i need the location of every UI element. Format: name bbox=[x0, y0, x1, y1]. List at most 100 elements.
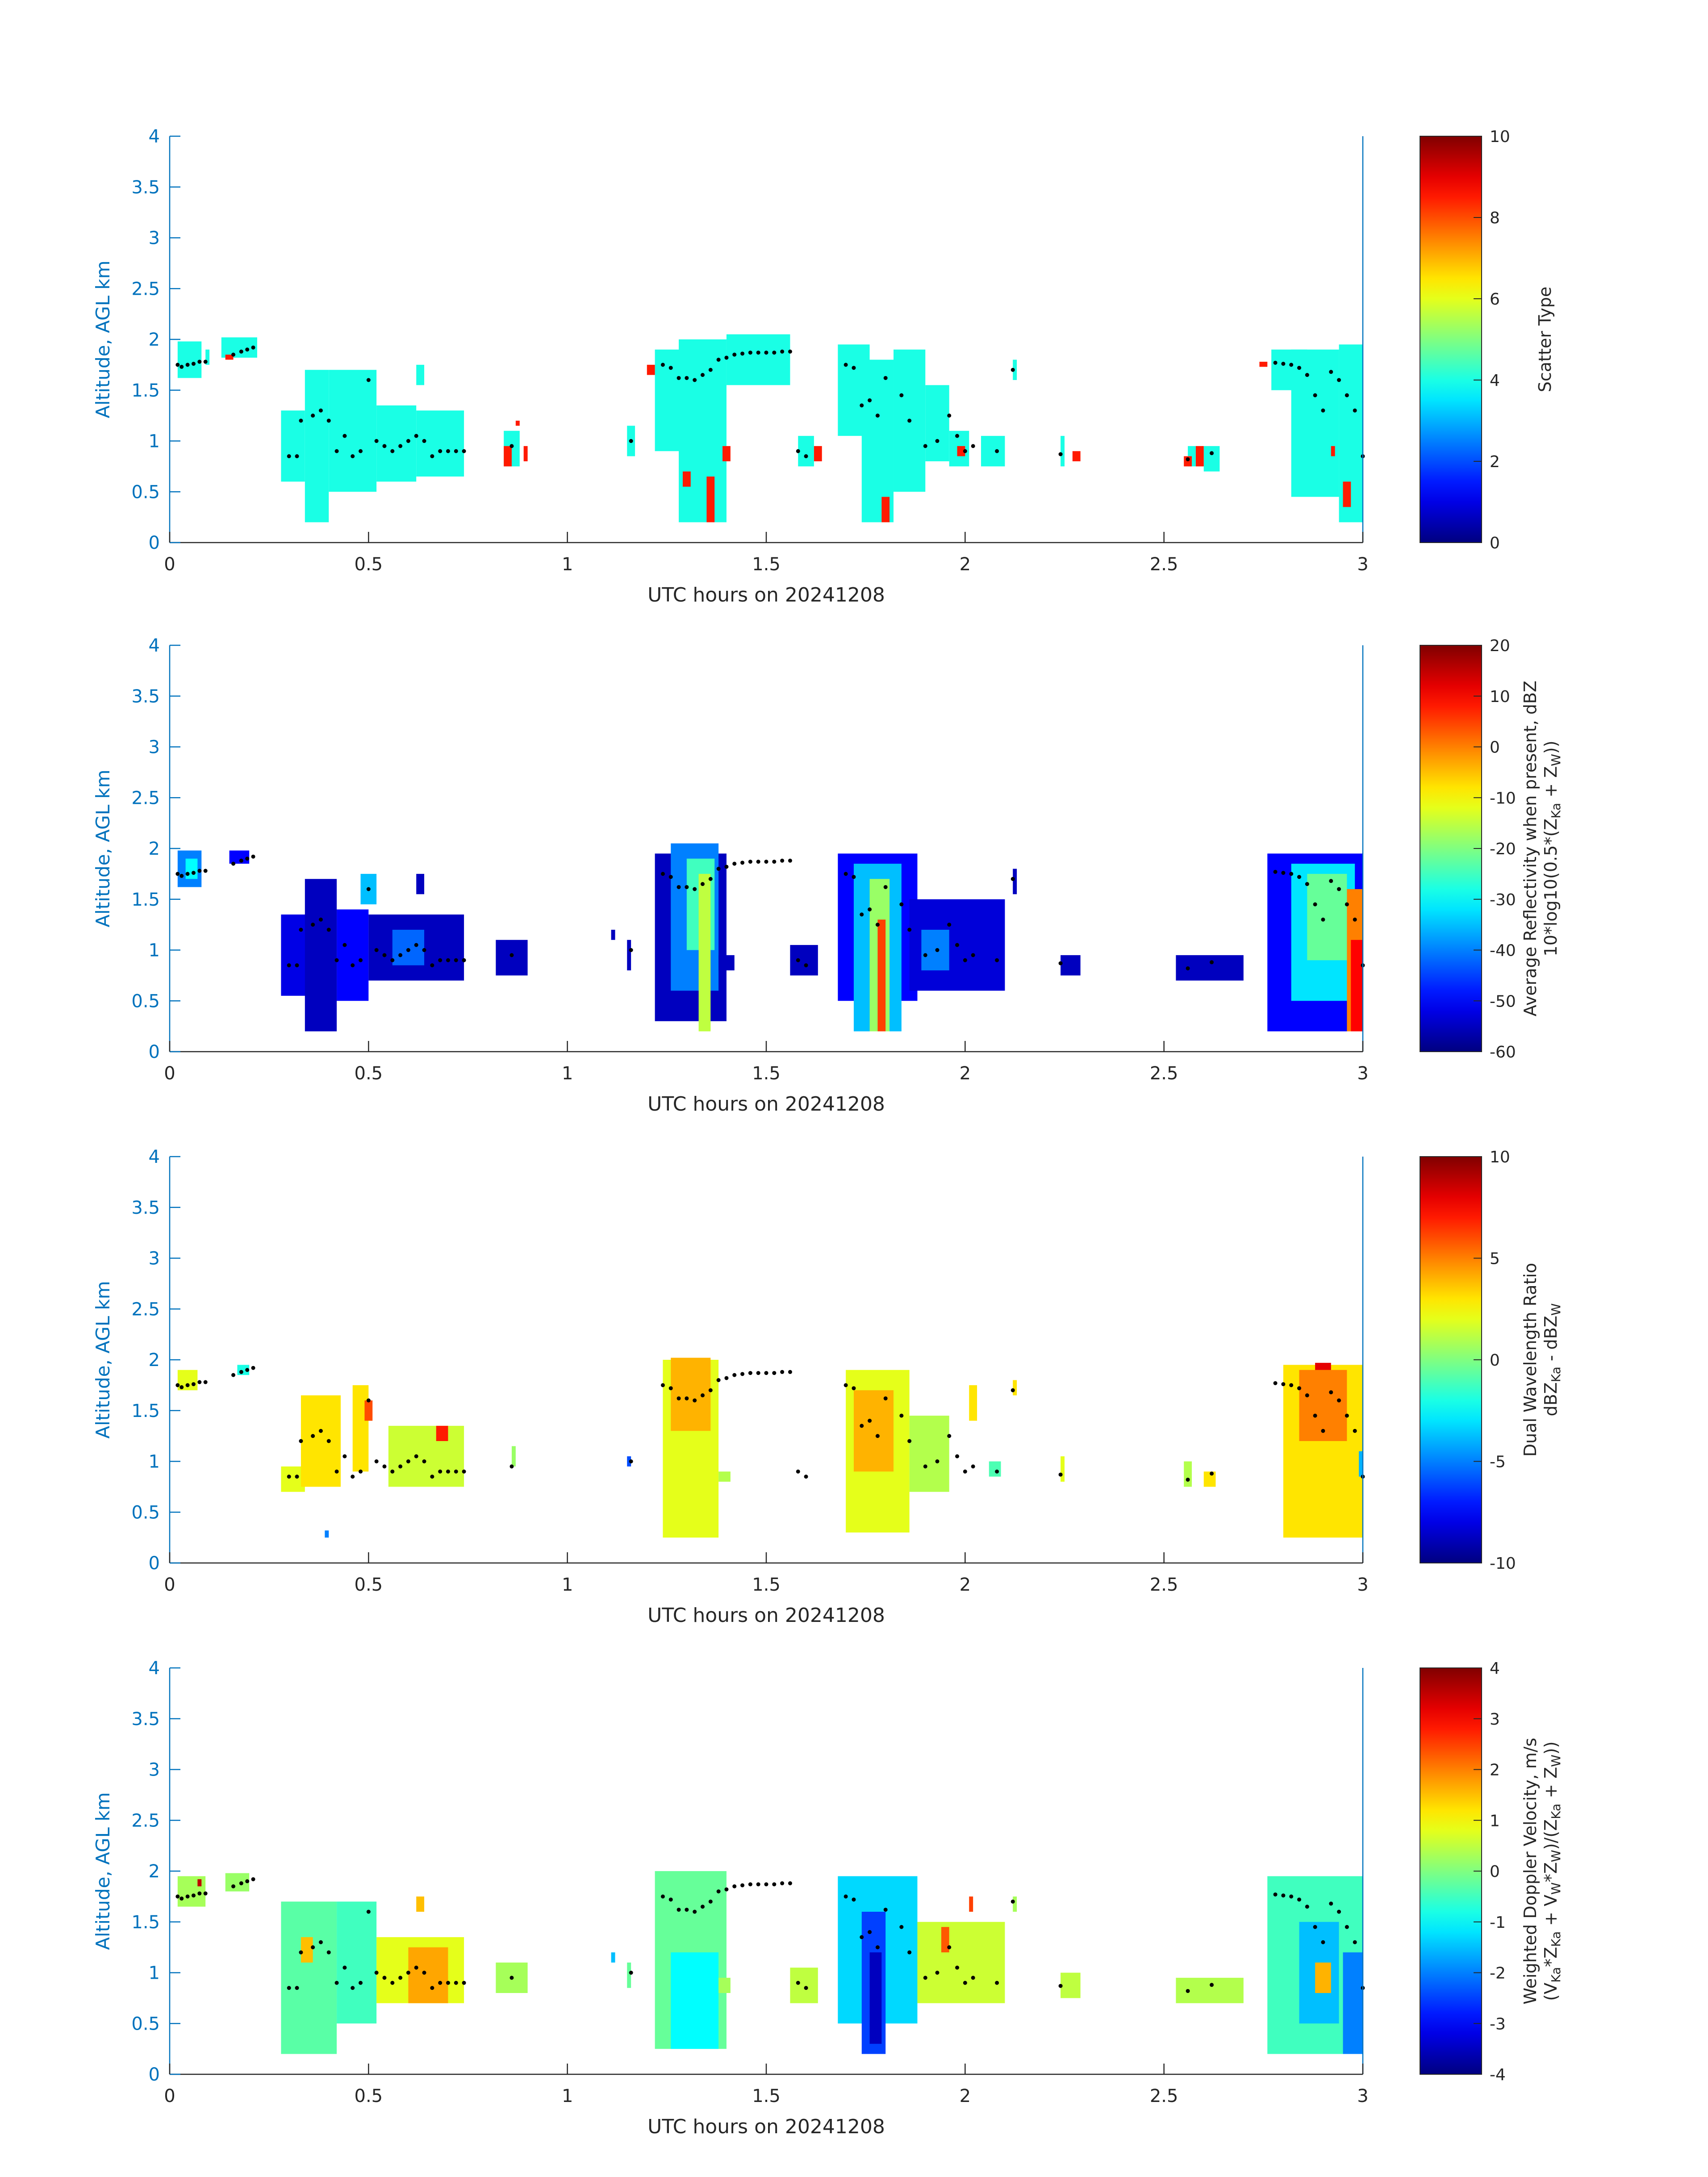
overlay-dot bbox=[438, 958, 443, 962]
overlay-dot bbox=[868, 398, 872, 402]
overlay-dot bbox=[868, 1930, 872, 1934]
y-tick-label: 1.5 bbox=[131, 1401, 160, 1421]
y-tick-label: 0 bbox=[149, 1042, 160, 1062]
overlay-dot bbox=[748, 1882, 752, 1887]
overlay-dot bbox=[1353, 408, 1357, 413]
overlay-dot bbox=[868, 907, 872, 911]
y-tick-label: 4 bbox=[149, 1147, 160, 1167]
overlay-dot bbox=[677, 885, 681, 889]
y-tick-label: 3 bbox=[149, 737, 160, 758]
overlay-dot bbox=[1353, 1429, 1357, 1433]
y-tick-label: 3 bbox=[149, 1249, 160, 1269]
overlay-dot bbox=[963, 1469, 967, 1474]
overlay-dot bbox=[971, 444, 975, 448]
colorbar-label: Dual Wavelength Ratio bbox=[1520, 1263, 1540, 1457]
colorbar bbox=[1420, 645, 1482, 1052]
overlay-dot bbox=[1353, 917, 1357, 922]
overlay-dot bbox=[382, 953, 387, 957]
overlay-dot bbox=[1321, 917, 1325, 922]
heatmap-cells bbox=[177, 334, 1363, 522]
overlay-dot bbox=[406, 1459, 410, 1463]
heatmap-cell bbox=[1343, 481, 1351, 507]
colorbar-tick-label: 5 bbox=[1490, 1250, 1500, 1268]
y-tick-label: 0 bbox=[149, 533, 160, 553]
y-axis-title: Altitude, AGL km bbox=[92, 1281, 114, 1438]
heatmap-cell bbox=[1013, 1896, 1017, 1912]
heatmap-cell bbox=[881, 497, 890, 522]
heatmap-cell bbox=[1291, 349, 1339, 497]
overlay-dot bbox=[772, 1371, 777, 1375]
overlay-dot bbox=[390, 1469, 395, 1474]
overlay-dot bbox=[299, 1950, 303, 1955]
overlay-dot bbox=[1186, 1989, 1190, 1993]
overlay-dot bbox=[629, 1971, 633, 1975]
colorbar-tick-label: -3 bbox=[1490, 2015, 1506, 2033]
overlay-dot bbox=[326, 418, 331, 423]
x-tick-label: 0.5 bbox=[355, 2086, 383, 2106]
overlay-dot bbox=[875, 923, 880, 927]
heatmap-cell bbox=[1259, 362, 1268, 367]
overlay-dot bbox=[1210, 1983, 1214, 1987]
colorbar-tick-label: -50 bbox=[1490, 992, 1516, 1011]
heatmap-cell bbox=[305, 370, 329, 522]
overlay-dot bbox=[804, 963, 808, 968]
overlay-dot bbox=[852, 366, 856, 370]
heatmap-cell bbox=[436, 1425, 448, 1441]
overlay-dot bbox=[422, 439, 426, 443]
overlay-dot bbox=[318, 1940, 323, 1944]
overlay-dot bbox=[1313, 393, 1317, 397]
overlay-dot bbox=[245, 1879, 250, 1884]
overlay-dot bbox=[1337, 1910, 1341, 1914]
overlay-dot bbox=[191, 362, 196, 366]
overlay-dot bbox=[1186, 966, 1190, 970]
heatmap-cell bbox=[416, 410, 464, 477]
heatmap-cell bbox=[1339, 344, 1363, 522]
overlay-dot bbox=[668, 1897, 673, 1902]
overlay-dot bbox=[398, 953, 403, 957]
colorbar-label: Weighted Doppler Velocity, m/s bbox=[1520, 1738, 1540, 2004]
heatmap-cell bbox=[392, 930, 425, 965]
overlay-dot bbox=[351, 1475, 355, 1479]
heatmap-cell bbox=[197, 1879, 202, 1887]
heatmap-cell bbox=[225, 1873, 250, 1892]
colorbar-tick-label: 10 bbox=[1490, 688, 1510, 706]
overlay-dot bbox=[708, 877, 713, 881]
overlay-dot bbox=[398, 1976, 403, 1980]
y-tick-label: 2 bbox=[149, 839, 160, 859]
overlay-dot bbox=[677, 1907, 681, 1912]
overlay-dot bbox=[318, 917, 323, 922]
x-tick-label: 2.5 bbox=[1150, 2086, 1178, 2106]
overlay-dot bbox=[1305, 373, 1309, 377]
overlay-dot bbox=[899, 1925, 904, 1929]
overlay-dot bbox=[1210, 960, 1214, 965]
heatmap-cell bbox=[1184, 456, 1192, 467]
heatmap-cell bbox=[416, 364, 425, 385]
heatmap-cells bbox=[177, 1871, 1363, 2054]
overlay-dot bbox=[509, 1464, 514, 1469]
y-tick-label: 3.5 bbox=[131, 177, 160, 198]
heatmap-cell bbox=[981, 436, 1005, 467]
heatmap-cells bbox=[177, 843, 1363, 1032]
y-tick-label: 3 bbox=[149, 1760, 160, 1780]
y-tick-label: 1 bbox=[149, 1963, 160, 1984]
overlay-dot bbox=[852, 1897, 856, 1902]
overlay-dot bbox=[462, 449, 466, 453]
x-tick-label: 1 bbox=[562, 1575, 573, 1595]
overlay-dot bbox=[239, 349, 243, 354]
x-tick-label: 1 bbox=[562, 554, 573, 575]
overlay-dot bbox=[780, 858, 785, 863]
overlay-dot bbox=[318, 1429, 323, 1433]
overlay-dots bbox=[175, 854, 1365, 970]
overlay-dot bbox=[796, 449, 800, 453]
overlay-dot bbox=[191, 871, 196, 875]
overlay-dot bbox=[406, 439, 410, 443]
y-tick-label: 1.5 bbox=[131, 890, 160, 910]
overlay-dot bbox=[180, 1385, 184, 1389]
overlay-dot bbox=[382, 1976, 387, 1980]
overlay-dot bbox=[366, 378, 371, 382]
overlay-dot bbox=[398, 444, 403, 448]
heatmap-cell bbox=[671, 1952, 719, 2049]
overlay-dot bbox=[197, 1380, 202, 1384]
overlay-dot bbox=[629, 439, 633, 443]
overlay-dot bbox=[1273, 360, 1278, 365]
